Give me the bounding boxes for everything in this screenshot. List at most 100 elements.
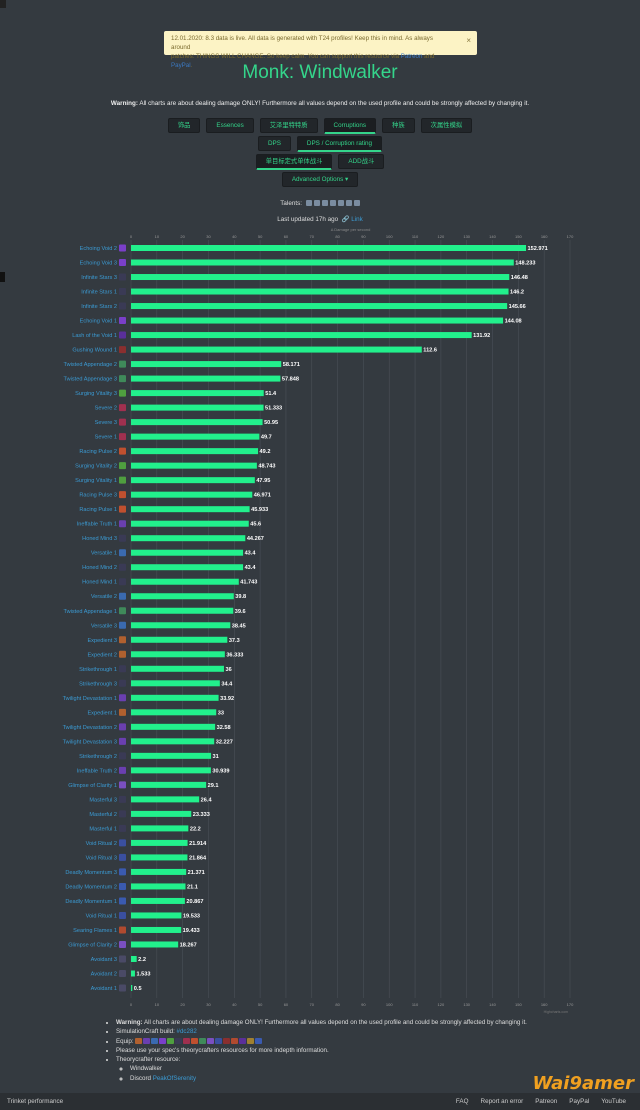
category-label[interactable]: Void Ritual 3 — [86, 855, 117, 861]
bar[interactable] — [131, 665, 224, 672]
category-label[interactable]: Versatile 3 — [91, 623, 117, 629]
category-label[interactable]: Infinite Stars 2 — [81, 304, 117, 310]
bar[interactable] — [131, 752, 212, 759]
category-label[interactable]: Twisted Appendage 1 — [64, 609, 118, 615]
category-label[interactable]: Void Ritual 2 — [86, 841, 117, 847]
bar[interactable] — [131, 332, 472, 339]
footer-youtube[interactable]: YouTube — [601, 1098, 626, 1105]
category-label[interactable]: Twisted Appendage 2 — [64, 362, 118, 368]
category-label[interactable]: Masterful 1 — [89, 826, 117, 832]
bar[interactable] — [131, 593, 234, 600]
bar[interactable] — [131, 839, 188, 846]
equip-icon[interactable] — [255, 1037, 263, 1044]
equip-icon[interactable] — [135, 1037, 143, 1044]
bar[interactable] — [131, 709, 217, 716]
tab-azerite-traits[interactable]: 艾泽里特特质 — [259, 118, 318, 133]
bar[interactable] — [131, 491, 253, 498]
bar[interactable] — [131, 781, 207, 788]
bar[interactable] — [131, 375, 281, 382]
bar[interactable] — [131, 955, 137, 962]
category-label[interactable]: Gushing Wound 1 — [72, 348, 117, 354]
equip-icon[interactable] — [247, 1037, 255, 1044]
bar[interactable] — [131, 361, 282, 368]
category-label[interactable]: Racing Pulse 2 — [79, 449, 117, 455]
category-label[interactable]: Racing Pulse 1 — [79, 507, 117, 513]
equip-icon[interactable] — [159, 1037, 167, 1044]
close-icon[interactable]: × — [466, 36, 471, 45]
category-label[interactable]: Racing Pulse 3 — [79, 493, 117, 499]
category-label[interactable]: Infinite Stars 1 — [81, 290, 117, 296]
category-label[interactable]: Twilight Devastation 3 — [63, 739, 117, 745]
bar[interactable] — [131, 535, 246, 542]
bar[interactable] — [131, 694, 219, 701]
simc-build-link[interactable]: #dc282 — [176, 1028, 197, 1036]
bar[interactable] — [131, 970, 135, 977]
tab-trinkets[interactable]: 饰品 — [167, 118, 201, 133]
category-label[interactable]: Severe 2 — [95, 406, 117, 412]
bar[interactable] — [131, 897, 185, 904]
bar[interactable] — [131, 462, 257, 469]
category-label[interactable]: Severe 3 — [95, 420, 117, 426]
footer-faq[interactable]: FAQ — [455, 1098, 469, 1105]
tab-dps-corruption[interactable]: DPS / Corruption rating — [296, 136, 383, 152]
bar[interactable] — [131, 651, 225, 658]
category-label[interactable]: Avoidant 3 — [91, 957, 117, 963]
bar[interactable] — [131, 883, 186, 890]
bar[interactable] — [131, 274, 510, 281]
equip-icon[interactable] — [207, 1037, 215, 1044]
category-label[interactable]: Deadly Momentum 3 — [65, 870, 117, 876]
category-label[interactable]: Deadly Momentum 2 — [65, 884, 117, 890]
bar[interactable] — [131, 288, 509, 295]
category-label[interactable]: Echoing Void 2 — [80, 246, 117, 252]
category-label[interactable]: Honed Mind 1 — [82, 580, 117, 586]
category-label[interactable]: Void Ritual 1 — [86, 913, 117, 919]
category-label[interactable]: Masterful 2 — [89, 812, 117, 818]
bar[interactable] — [131, 346, 422, 353]
bar[interactable] — [131, 796, 200, 803]
category-label[interactable]: Expedient 2 — [87, 652, 117, 658]
category-label[interactable]: Echoing Void 3 — [80, 261, 117, 267]
category-label[interactable]: Avoidant 1 — [91, 986, 117, 992]
tab-essences[interactable]: Essences — [206, 118, 254, 133]
bar[interactable] — [131, 259, 514, 266]
footer-report[interactable]: Report an error — [480, 1098, 524, 1105]
bar[interactable] — [131, 868, 187, 875]
category-label[interactable]: Versatile 1 — [91, 551, 117, 557]
bar[interactable] — [131, 723, 216, 730]
equip-icon[interactable] — [167, 1037, 175, 1044]
equip-icon[interactable] — [151, 1037, 159, 1044]
category-label[interactable]: Expedient 3 — [87, 638, 117, 644]
bar[interactable] — [131, 448, 259, 455]
bar[interactable] — [131, 245, 527, 251]
bar[interactable] — [131, 622, 231, 629]
category-label[interactable]: Twisted Appendage 3 — [64, 377, 118, 383]
category-label[interactable]: Surging Vitality 3 — [75, 391, 117, 397]
category-label[interactable]: Honed Mind 2 — [82, 565, 117, 571]
category-label[interactable]: Strikethrough 1 — [79, 667, 117, 673]
category-label[interactable]: Versatile 2 — [91, 594, 117, 600]
bar[interactable] — [131, 390, 264, 397]
category-label[interactable]: Expedient 1 — [87, 710, 117, 716]
category-label[interactable]: Avoidant 2 — [91, 972, 117, 978]
tab-races[interactable]: 种族 — [382, 118, 415, 133]
tab-secondary-stats[interactable]: 次属性模拟 — [420, 118, 473, 133]
bar[interactable] — [131, 636, 228, 643]
bar[interactable] — [131, 854, 188, 861]
bar[interactable] — [131, 607, 234, 614]
category-label[interactable]: Ineffable Truth 1 — [77, 522, 117, 528]
tab-corruptions[interactable]: Corruptions — [323, 118, 377, 134]
equip-icon[interactable] — [215, 1037, 223, 1044]
bar[interactable] — [131, 578, 239, 585]
equip-icon[interactable] — [183, 1037, 191, 1044]
bar[interactable] — [131, 433, 260, 440]
category-label[interactable]: Infinite Stars 3 — [81, 275, 117, 281]
equip-icon[interactable] — [199, 1037, 207, 1044]
bar[interactable] — [131, 680, 220, 687]
bar[interactable] — [131, 477, 255, 484]
bar[interactable] — [131, 549, 244, 556]
alert-paypal-link[interactable]: PayPal — [171, 62, 191, 69]
bar[interactable] — [131, 825, 189, 832]
category-label[interactable]: Surging Vitality 1 — [75, 478, 117, 484]
category-label[interactable]: Ineffable Truth 2 — [77, 768, 117, 774]
category-label[interactable]: Lash of the Void 1 — [72, 333, 117, 339]
